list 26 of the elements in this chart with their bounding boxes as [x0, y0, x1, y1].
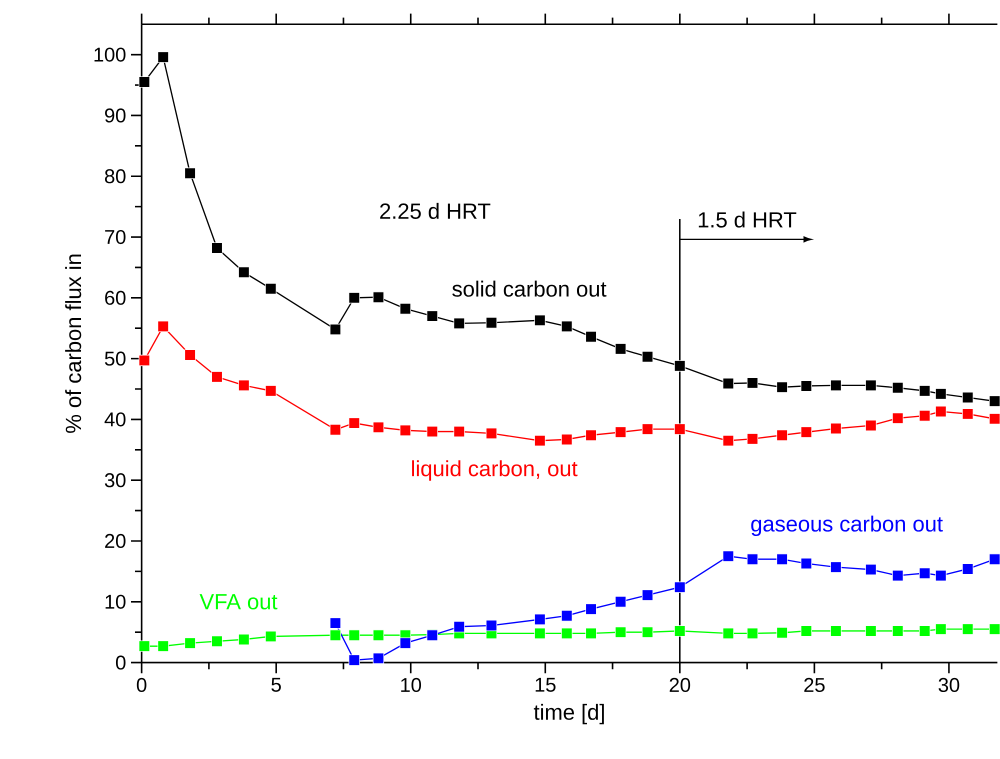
ref-line-label: 1.5 d HRT — [698, 212, 796, 228]
x-axis-title: time [d] — [534, 704, 604, 724]
annotation: 2.25 d HRT — [380, 202, 490, 219]
y-tick-label: 90 — [105, 108, 126, 123]
y-tick-label: 60 — [105, 290, 126, 305]
y-tick-label: 30 — [104, 473, 126, 488]
x-tick-label: 10 — [401, 678, 422, 692]
y-tick-label: 0 — [116, 656, 126, 670]
y-tick-label: 10 — [106, 594, 126, 609]
x-tick-label: 25 — [804, 678, 825, 692]
y-axis-title: % of carbon flux in — [65, 254, 82, 433]
x-tick-label: 30 — [938, 678, 960, 692]
x-tick-label: 5 — [271, 678, 281, 692]
y-tick-label: 80 — [104, 169, 126, 184]
series-label: solid carbon out — [452, 280, 606, 297]
y-tick-label: 40 — [104, 412, 126, 426]
series-label: liquid carbon, out — [412, 460, 578, 481]
x-tick-label: 15 — [536, 678, 556, 692]
x-tick-label: 0 — [136, 678, 146, 692]
y-tick-label: 70 — [105, 230, 126, 244]
x-tick-label: 20 — [670, 678, 690, 692]
y-tick-label: 20 — [105, 534, 126, 548]
series-label: VFA out — [200, 594, 278, 610]
y-tick-label: 100 — [94, 48, 126, 62]
series-label: gaseous carbon out — [751, 516, 943, 536]
y-tick-label: 50 — [104, 352, 126, 366]
